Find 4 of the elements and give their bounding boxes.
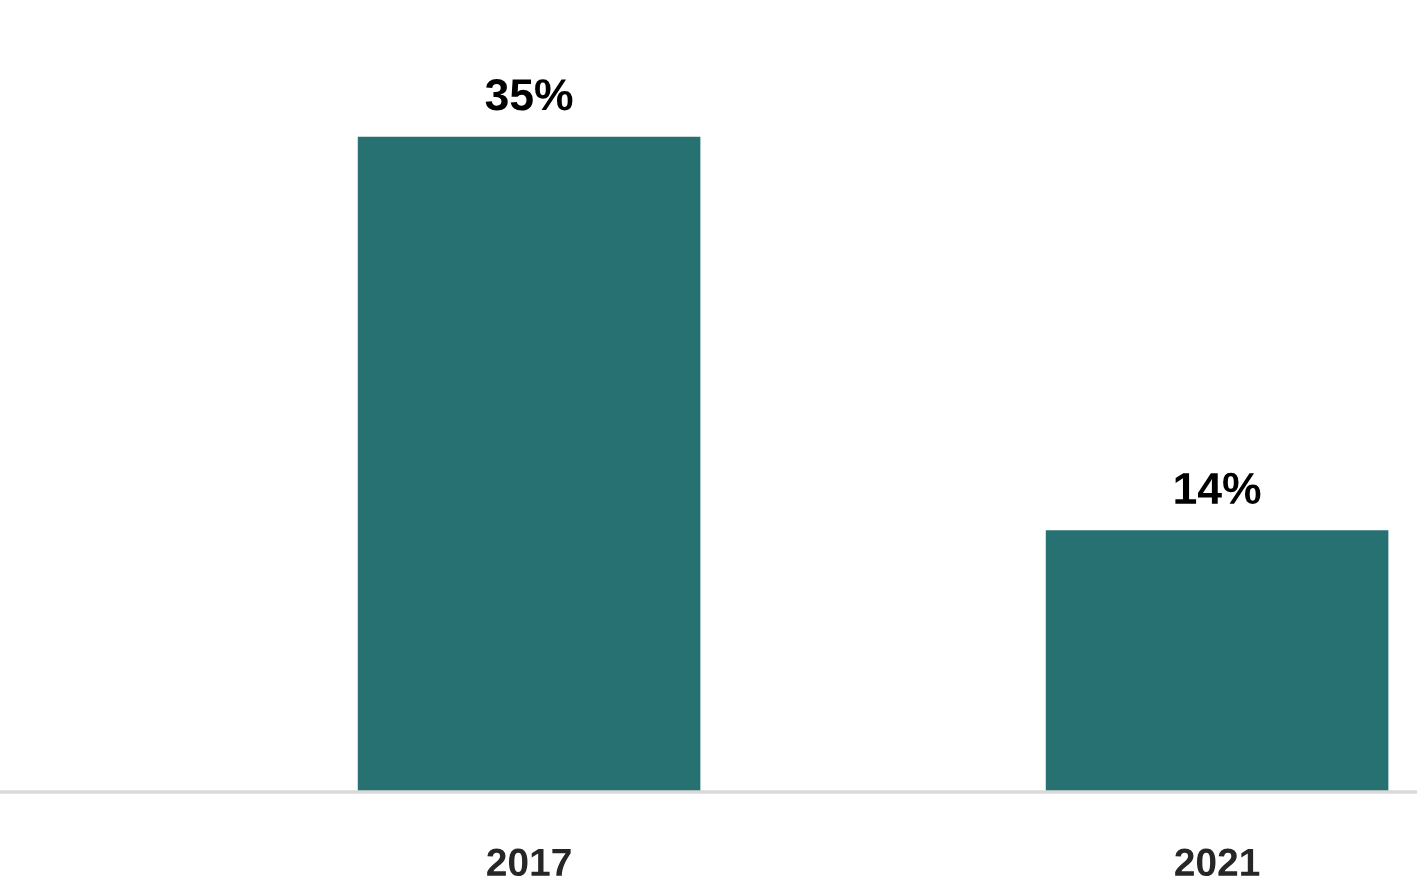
x-tick-label: 2017 xyxy=(487,848,571,877)
data-label: 14% xyxy=(1175,472,1261,505)
x-tick-label: 2021 xyxy=(1175,848,1260,877)
data-label: 35% xyxy=(485,79,573,111)
